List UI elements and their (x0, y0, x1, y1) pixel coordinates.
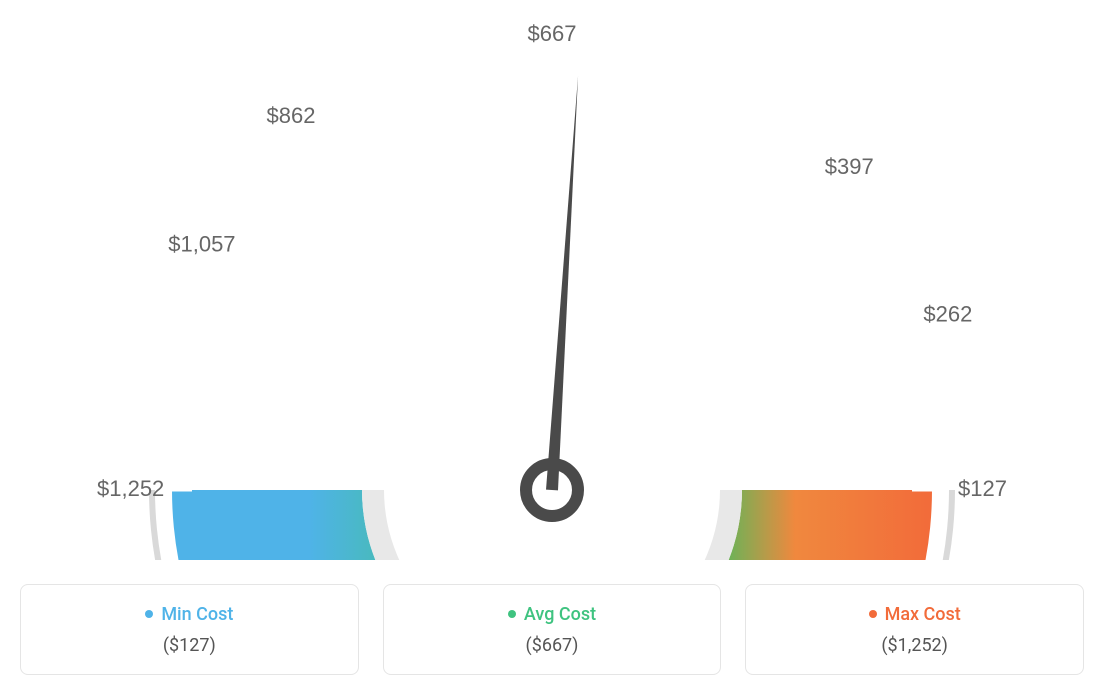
legend-dot-icon (869, 610, 877, 618)
gauge-tick (326, 167, 346, 195)
legend-dot-icon (508, 610, 516, 618)
gauge-tick-label: $127 (958, 476, 1007, 501)
legend-value: ($1,252) (758, 635, 1071, 656)
gauge-tick (911, 388, 932, 394)
gauge-tick (778, 177, 791, 194)
gauge-tick (847, 250, 864, 263)
gauge-tick (286, 200, 301, 216)
cost-gauge-chart: $127 $262 $397 $667 $862 $1,057 $1,252 Min Cos… (20, 20, 1084, 675)
legend-card: Max Cost ($1,252) (745, 584, 1084, 675)
gauge-tick-label: $1,252 (97, 476, 164, 501)
gauge-tick (885, 339, 916, 352)
legend-value: ($127) (33, 635, 346, 656)
legend-label-text: Max Cost (885, 604, 961, 625)
legend-dot-icon (145, 610, 153, 618)
gauge-tick (601, 99, 604, 121)
gauge-tick (921, 439, 943, 442)
gauge-tick (738, 149, 749, 168)
gauge-tick (164, 422, 186, 426)
gauge-tick (694, 126, 702, 146)
gauge-tick-label: $397 (825, 154, 874, 179)
legend-label-text: Avg Cost (524, 604, 596, 625)
legend-label-text: Min Cost (161, 604, 233, 625)
gauge-tick (401, 126, 409, 146)
gauge-tick (648, 109, 654, 130)
legend-label: Avg Cost (508, 604, 596, 625)
gauge-tick-label: $862 (267, 103, 316, 128)
gauge-tick (250, 237, 267, 251)
legend-label: Max Cost (869, 604, 961, 625)
gauge-tick-label: $1,057 (168, 231, 235, 256)
gauge-tick (807, 211, 831, 235)
gauge-svg: $127 $262 $397 $667 $862 $1,057 $1,252 (32, 20, 1072, 560)
gauge-tick (501, 99, 504, 121)
gauge-colored-arc (172, 490, 932, 560)
legend-value: ($667) (396, 635, 709, 656)
legend-card: Min Cost ($127) (20, 584, 359, 675)
legend-row: Min Cost ($127) Avg Cost ($667) Max Cost ($1,… (20, 584, 1084, 675)
gauge-tick (355, 149, 366, 168)
gauge-svg-container: $127 $262 $397 $667 $862 $1,057 $1,252 (20, 20, 1084, 560)
legend-label: Min Cost (145, 604, 233, 625)
gauge-tick-label: $262 (923, 302, 972, 327)
gauge-tick (874, 293, 893, 304)
gauge-tick-label: $667 (528, 21, 577, 46)
gauge-tick (220, 278, 249, 296)
gauge-tick (176, 372, 197, 379)
gauge-needle (546, 76, 578, 491)
legend-card: Avg Cost ($667) (383, 584, 722, 675)
gauge-tick (195, 323, 215, 332)
inner-ring (362, 490, 742, 560)
gauge-tick (450, 109, 456, 130)
